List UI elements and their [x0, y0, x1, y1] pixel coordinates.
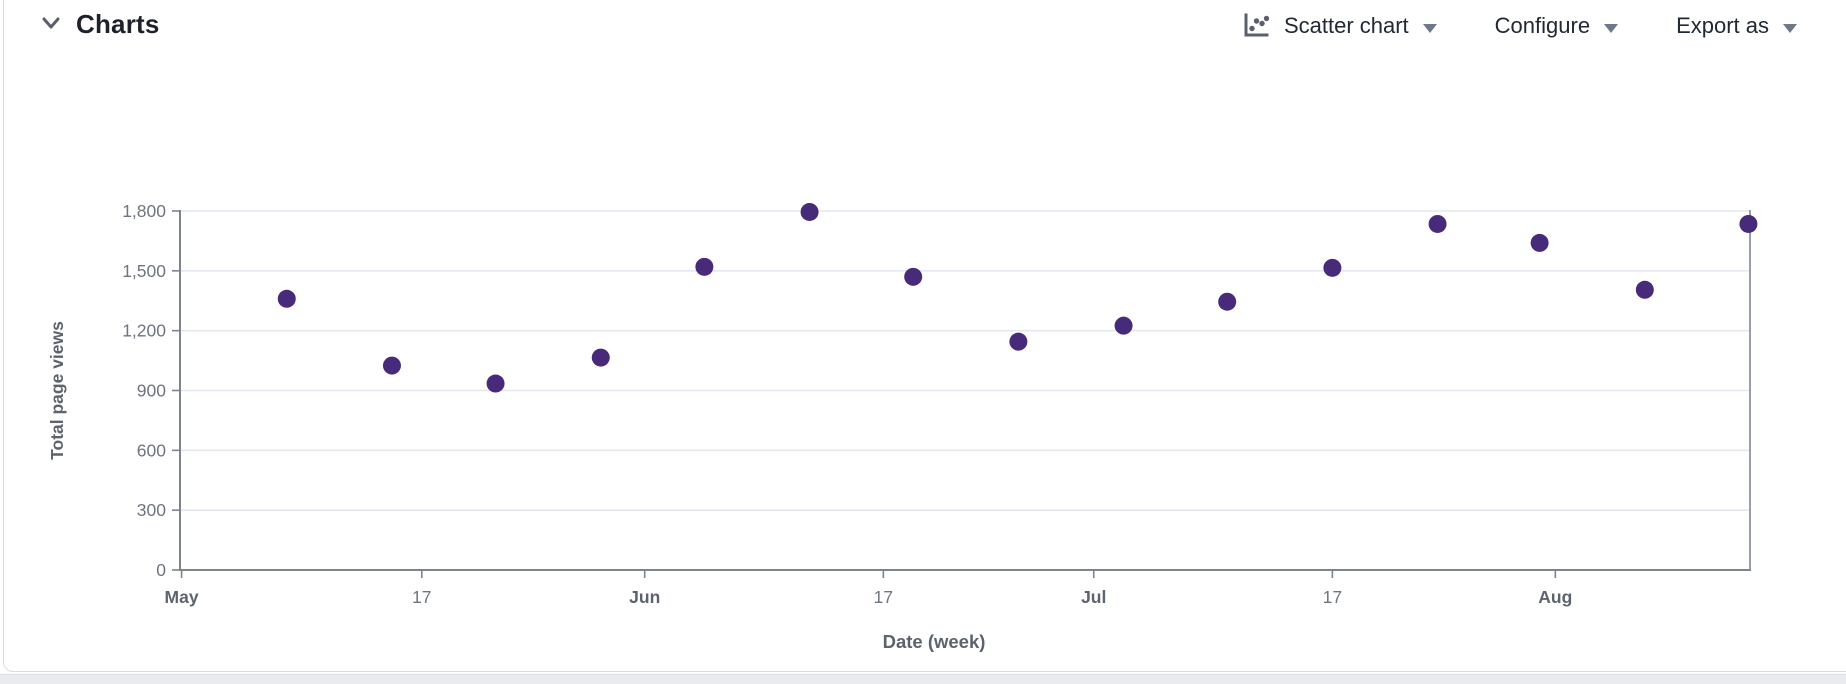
- widget-header-left: Charts: [37, 9, 160, 40]
- configure-label: Configure: [1494, 12, 1591, 38]
- data-point[interactable]: [486, 374, 505, 393]
- widget-header-controls: Scatter chart Configure Export as: [1241, 11, 1797, 40]
- x-tick-label: Jun: [629, 587, 660, 607]
- data-point[interactable]: [800, 202, 819, 221]
- widget-header: Charts Scatter chart: [4, 1, 1846, 57]
- y-tick-label: 900: [137, 381, 166, 401]
- data-point[interactable]: [1114, 316, 1133, 335]
- configure-dropdown[interactable]: Configure: [1494, 12, 1619, 39]
- data-point[interactable]: [1530, 233, 1549, 252]
- chevron-down-icon: [40, 15, 62, 34]
- scatter-chart-icon: [1241, 11, 1270, 40]
- charts-widget-card: Charts Scatter chart: [3, 0, 1846, 672]
- data-point[interactable]: [277, 289, 296, 308]
- x-tick-label: 17: [412, 587, 431, 607]
- data-point[interactable]: [1428, 214, 1447, 233]
- data-point[interactable]: [1218, 292, 1237, 311]
- caret-down-icon: [1604, 13, 1619, 39]
- y-axis-title: Total page views: [47, 321, 67, 460]
- data-point[interactable]: [382, 356, 401, 375]
- data-point[interactable]: [1009, 332, 1028, 351]
- chart-type-label: Scatter chart: [1283, 12, 1409, 38]
- x-axis-title: Date (week): [883, 631, 986, 652]
- y-tick-label: 300: [137, 500, 166, 520]
- x-tick-label: Aug: [1538, 587, 1572, 607]
- y-tick-label: 1,200: [122, 321, 166, 341]
- data-point[interactable]: [591, 348, 610, 367]
- y-tick-label: 0: [156, 560, 166, 580]
- x-tick-label: May: [165, 587, 199, 607]
- data-point[interactable]: [1739, 214, 1758, 233]
- x-tick-label: 17: [1323, 587, 1342, 607]
- chart-type-dropdown[interactable]: Scatter chart: [1241, 11, 1437, 40]
- data-point[interactable]: [1323, 258, 1342, 277]
- caret-down-icon: [1783, 13, 1797, 39]
- data-point[interactable]: [695, 257, 714, 276]
- widget-title: Charts: [76, 9, 160, 39]
- data-point[interactable]: [904, 267, 923, 286]
- x-tick-label: Jul: [1081, 587, 1106, 607]
- x-tick-label: 17: [874, 587, 893, 607]
- export-as-label: Export as: [1676, 12, 1769, 38]
- y-tick-label: 1,800: [122, 201, 166, 221]
- data-point[interactable]: [1635, 280, 1654, 299]
- export-as-dropdown[interactable]: Export as: [1676, 13, 1797, 39]
- y-tick-label: 600: [137, 440, 166, 460]
- caret-down-icon: [1422, 13, 1437, 39]
- next-section-edge: [0, 674, 1846, 684]
- collapse-widget-button[interactable]: [37, 11, 65, 39]
- y-tick-label: 1,500: [122, 261, 166, 281]
